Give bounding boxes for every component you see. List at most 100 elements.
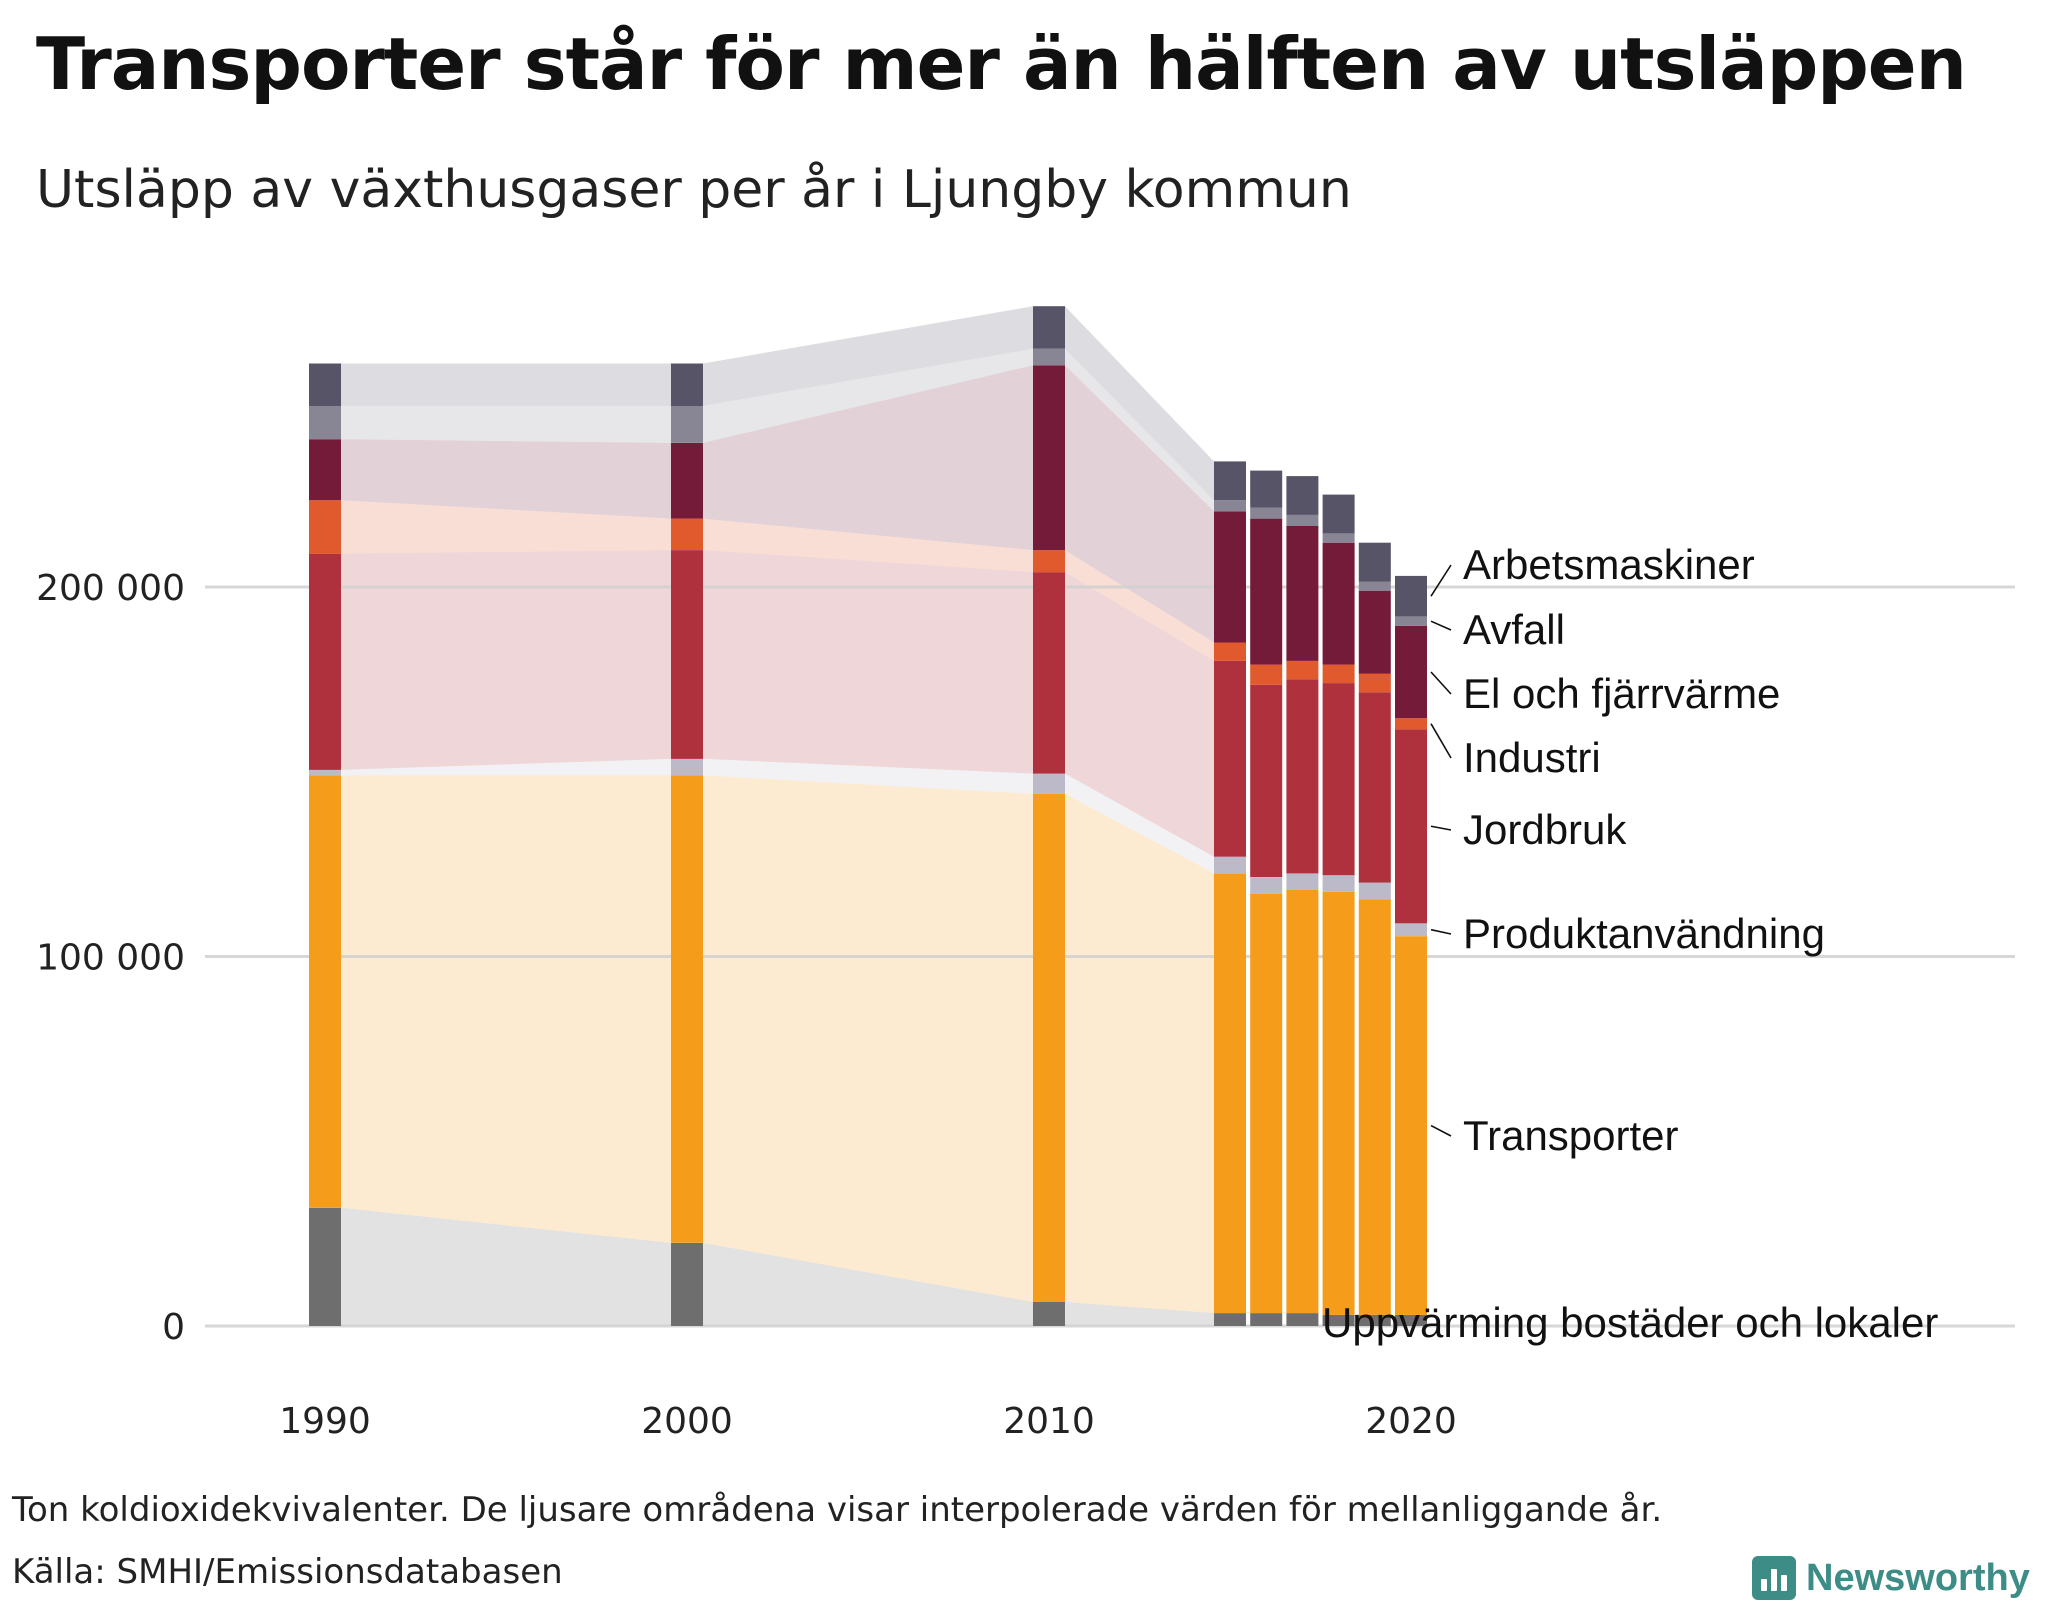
bar-transporter-2019 [1358, 899, 1391, 1315]
interpolated-area-transporter-2000-2010 [703, 775, 1033, 1302]
bar-industri-2000 [671, 518, 703, 550]
bar-el-och-fjarrvarme-2017 [1286, 526, 1319, 661]
source-credit: Källa: SMHI/Emissionsdatabasen [12, 1552, 563, 1592]
bar-produktanvandning-2019 [1358, 882, 1391, 900]
bar-uppvarming-bostader-och-lokaler-2018 [1322, 1314, 1355, 1326]
bar-uppvarming-bostader-och-lokaler-2000 [671, 1242, 703, 1326]
bar-produktanvandning-2000 [671, 758, 703, 776]
bar-jordbruk-2015 [1214, 660, 1246, 857]
leader-line-arbetsmaskiner [1430, 564, 1452, 597]
bar-avfall-2010 [1033, 348, 1065, 366]
series-label-avfall: Avfall [1463, 606, 1565, 653]
series-label-jordbruk: Jordbruk [1463, 806, 1627, 853]
interpolated-area-el-och-fjarrvarme-2000-2010 [703, 365, 1033, 551]
bar-el-och-fjarrvarme-2016 [1250, 518, 1283, 665]
bar-arbetsmaskiner-1990 [309, 363, 341, 406]
bar-avfall-2017 [1286, 514, 1319, 526]
interpolated-area-industri-2000-2010 [703, 518, 1033, 573]
interpolated-area-uppvarming-bostader-och-lokaler-2000-2010 [703, 1242, 1033, 1326]
bar-uppvarming-bostader-och-lokaler-2017 [1286, 1313, 1319, 1326]
interpolated-area-industri-1990-2000 [341, 500, 671, 554]
bar-jordbruk-2016 [1250, 684, 1283, 877]
series-label-transporter: Transporter [1463, 1112, 1679, 1159]
x-tick-label: 2000 [641, 1401, 733, 1442]
interpolated-area-uppvarming-bostader-och-lokaler-2010-2015 [1065, 1302, 1214, 1326]
bar-transporter-1990 [309, 775, 341, 1208]
bar-transporter-2018 [1322, 891, 1355, 1315]
bar-arbetsmaskiner-2020 [1395, 575, 1427, 617]
bar-industri-2016 [1250, 664, 1283, 685]
bar-el-och-fjarrvarme-2018 [1322, 542, 1355, 665]
bar-produktanvandning-2010 [1033, 773, 1065, 794]
bar-el-och-fjarrvarme-2010 [1033, 365, 1065, 551]
bar-el-och-fjarrvarme-1990 [309, 439, 341, 501]
interpolated-area-arbetsmaskiner-1990-2000 [341, 363, 671, 406]
bar-jordbruk-2017 [1286, 679, 1319, 874]
interpolated-areas [341, 306, 1214, 1326]
footnote: Ton koldioxidekvivalenter. De ljusare om… [12, 1490, 1663, 1530]
interpolated-area-arbetsmaskiner-2010-2015 [1065, 306, 1214, 501]
leader-line-industri [1430, 723, 1452, 759]
bar-jordbruk-2010 [1033, 572, 1065, 774]
bar-jordbruk-2000 [671, 550, 703, 759]
bar-avfall-1990 [309, 405, 341, 440]
bar-uppvarming-bostader-och-lokaler-2019 [1358, 1314, 1391, 1326]
bar-arbetsmaskiner-2015 [1214, 461, 1246, 501]
bar-avfall-2020 [1395, 616, 1427, 626]
bar-industri-2015 [1214, 642, 1246, 661]
bar-industri-2017 [1286, 660, 1319, 680]
y-tick-label: 200 000 [36, 568, 185, 609]
bar-el-och-fjarrvarme-2015 [1214, 511, 1246, 643]
interpolated-area-avfall-2010-2015 [1065, 348, 1214, 512]
interpolated-area-transporter-1990-2000 [341, 775, 671, 1243]
bar-transporter-2010 [1033, 793, 1065, 1302]
leader-line-produktanvandning [1430, 928, 1452, 935]
chart-title: Transporter står för mer än hälften av u… [36, 22, 1967, 106]
interpolated-area-jordbruk-2000-2010 [703, 550, 1033, 774]
y-tick-label: 0 [162, 1307, 185, 1348]
leader-line-avfall [1430, 620, 1452, 631]
series-label-industri: Industri [1463, 734, 1601, 781]
interpolated-area-jordbruk-2010-2015 [1065, 572, 1214, 857]
bar-industri-1990 [309, 500, 341, 554]
bar-jordbruk-2018 [1322, 683, 1355, 876]
bar-arbetsmaskiner-2017 [1286, 476, 1319, 515]
interpolated-area-transporter-2010-2015 [1065, 793, 1214, 1314]
interpolated-area-avfall-2000-2010 [703, 348, 1033, 443]
stacked-bar-chart: 0 100 000 200 000 1990 2000 2010 2020 Uppvärm… [36, 306, 2015, 1442]
bar-avfall-2000 [671, 405, 703, 443]
chart-subtitle: Utsläpp av växthusgaser per år i Ljungby… [36, 160, 1352, 220]
bar-arbetsmaskiner-2019 [1358, 542, 1391, 582]
series-label-uppvarming-bostader-och-lokaler: Uppvärming bostäder och lokaler [1322, 1299, 1938, 1346]
newsworthy-logo[interactable]: Newsworthy [1752, 1550, 2030, 1606]
bar-transporter-2015 [1214, 873, 1246, 1314]
bar-produktanvandning-2017 [1286, 873, 1319, 890]
bar-avfall-2016 [1250, 507, 1283, 519]
bars [309, 306, 1427, 1326]
leader-line-jordbruk [1430, 825, 1452, 831]
bar-industri-2010 [1033, 550, 1065, 573]
bar-avfall-2015 [1214, 500, 1246, 512]
bar-jordbruk-2020 [1395, 729, 1427, 924]
series-labels: Uppvärming bostäder och lokaler Transport… [1322, 541, 1938, 1346]
bar-chart-logo-icon [1752, 1556, 1796, 1600]
bar-transporter-2017 [1286, 890, 1319, 1314]
bar-uppvarming-bostader-och-lokaler-1990 [309, 1207, 341, 1326]
gridlines [205, 585, 2015, 1328]
series-label-el-och-fjarrvarme: El och fjärrvärme [1463, 670, 1780, 717]
bar-avfall-2019 [1358, 581, 1391, 591]
interpolated-area-el-och-fjarrvarme-1990-2000 [341, 439, 671, 519]
interpolated-area-jordbruk-1990-2000 [341, 550, 671, 770]
leader-line-el-och-fjarrvarme [1430, 671, 1452, 695]
interpolated-area-uppvarming-bostader-och-lokaler-1990-2000 [341, 1207, 671, 1326]
bar-produktanvandning-2015 [1214, 856, 1246, 874]
bar-uppvarming-bostader-och-lokaler-2020 [1395, 1314, 1427, 1326]
bar-jordbruk-2019 [1358, 692, 1391, 883]
bar-uppvarming-bostader-och-lokaler-2015 [1214, 1313, 1246, 1326]
x-tick-label: 1990 [279, 1401, 371, 1442]
bar-arbetsmaskiner-2018 [1322, 494, 1355, 534]
bar-produktanvandning-1990 [309, 769, 341, 776]
bar-industri-2018 [1322, 664, 1355, 684]
interpolated-area-avfall-1990-2000 [341, 405, 671, 443]
bar-jordbruk-1990 [309, 553, 341, 770]
